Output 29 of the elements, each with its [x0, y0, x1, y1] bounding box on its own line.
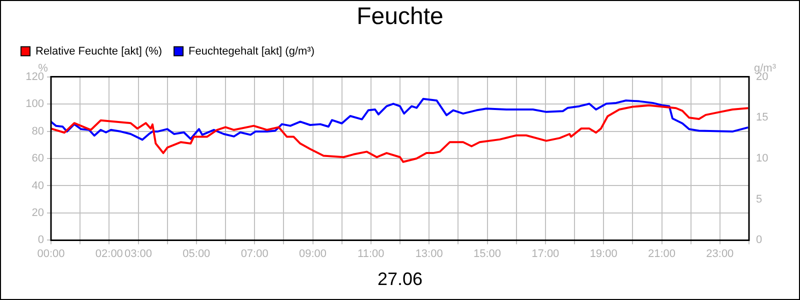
x-tick-label: 15:00 — [473, 248, 502, 260]
x-axis-title: 27.06 — [377, 269, 423, 290]
x-tick-label: 05:00 — [182, 248, 210, 260]
y-tick-label: 120 — [26, 70, 44, 83]
y-tick-label: 20 — [32, 207, 44, 219]
y2-tick-label: 10 — [756, 152, 768, 165]
legend-label: Relative Feuchte [akt] (%) — [36, 45, 162, 58]
x-tick-label: 11:00 — [358, 248, 384, 260]
x-tick-label: 13:00 — [415, 248, 443, 260]
chart-title: Feuchte — [356, 3, 444, 30]
x-tick-label: 07:00 — [240, 248, 268, 260]
x-tick-label: 23:00 — [706, 248, 734, 260]
y-tick-label: 60 — [32, 152, 44, 165]
x-tick-label: 03:00 — [124, 248, 152, 260]
legend-label: Feuchtegehalt [akt] (g/m³) — [188, 45, 314, 58]
y-tick-label: 100 — [26, 98, 44, 110]
x-tick-label: 09:00 — [298, 248, 327, 260]
y-tick-label: 0 — [38, 234, 44, 246]
y-tick-label: 80 — [32, 125, 44, 138]
y2-tick-label: 0 — [756, 234, 762, 246]
x-tick-label: 21:00 — [648, 248, 676, 260]
y-tick-label: 40 — [32, 180, 44, 192]
x-tick-label: 19:00 — [590, 248, 618, 260]
y2-tick-label: 5 — [756, 193, 762, 206]
x-tick-label: 17:00 — [532, 248, 560, 260]
y2-tick-label: 15 — [756, 112, 768, 124]
y2-axis-title: g/m³ — [754, 62, 776, 74]
x-tick-label: 00:00 — [37, 248, 65, 260]
x-tick-label: 02:00 — [95, 248, 123, 260]
